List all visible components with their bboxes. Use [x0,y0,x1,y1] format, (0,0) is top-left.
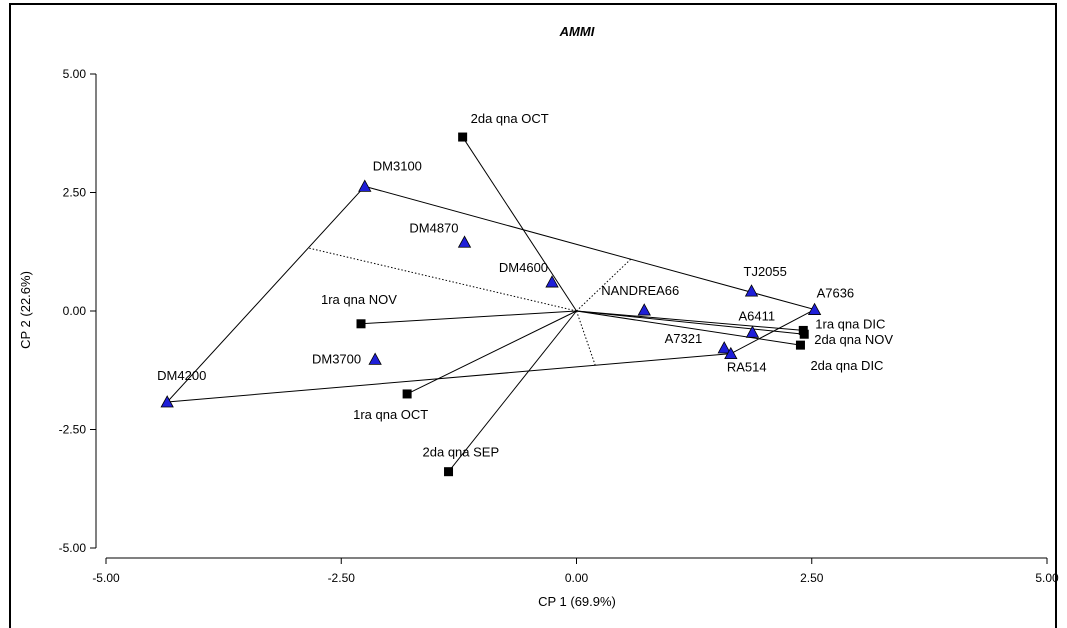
point-label: DM3100 [373,158,422,173]
environment-vector [462,136,577,312]
genotype-triangle-marker [160,395,174,408]
point-label: 2da qna SEP [423,445,500,460]
environment-vector [576,310,804,331]
point-label: A7636 [817,286,855,301]
genotype-triangle-marker [717,341,731,354]
point-label: RA514 [727,360,767,375]
environment-vector [448,310,577,472]
environment-square-marker [795,340,805,350]
environment-vector [406,310,577,395]
chart-title: AMMI [559,24,595,39]
plot-area: -5.00 -2.50 0.00 2.50 5.00 5.00 2.50 0.00 -2.50 -… [59,67,1059,585]
point-label: NANDREA66 [601,283,679,298]
y-tick-label: -5.00 [59,541,87,555]
genotype-triangle-marker [745,325,760,338]
x-tick-label: 0.00 [565,571,589,585]
point-label: 2da qna NOV [814,332,893,347]
x-tick-label: -5.00 [92,571,120,585]
point-label: 1ra qna DIC [815,316,885,331]
genotype-triangle-marker [358,179,372,192]
y-tick-label: 2.50 [63,186,87,200]
environment-vector [360,310,577,325]
point-label: DM4870 [409,220,458,235]
x-axis-title: CP 1 (69.9%) [538,594,616,609]
genotype-triangle-marker [368,352,382,365]
sector-line [308,247,577,312]
environment-square-marker [356,319,366,329]
genotype-triangle-marker [744,284,759,297]
x-tick-label: 2.50 [800,571,824,585]
genotype-triangle-marker [545,275,559,288]
point-label: 1ra qna OCT [353,407,428,422]
y-tick-label: 5.00 [63,67,87,81]
environment-square-marker [444,467,454,477]
point-label: 1ra qna NOV [321,292,397,307]
point-label: 2da qna OCT [471,111,549,126]
point-label: DM4200 [157,368,206,383]
point-label: DM3700 [312,351,361,366]
x-tick-label: -2.50 [328,571,356,585]
point-label: DM4600 [499,260,548,275]
environment-square-marker [402,389,412,399]
point-label: TJ2055 [744,264,787,279]
polygon-hull [165,185,816,403]
y-axis-title: CP 2 (22.6%) [18,271,33,349]
y-tick-label: -2.50 [59,423,87,437]
point-label: A7321 [665,331,703,346]
environment-vector [576,310,805,335]
genotype-triangle-marker [724,346,738,360]
genotype-triangle-marker [637,303,651,316]
sector-line [576,310,596,366]
point-label: A6411 [738,308,775,323]
point-label: 2da qna DIC [810,358,883,373]
environment-square-marker [799,329,809,339]
environment-square-marker [458,132,468,142]
chart-frame [9,3,1057,628]
x-tick-label: 5.00 [1035,571,1059,585]
y-tick-label: 0.00 [63,304,87,318]
genotype-triangle-marker [457,235,472,248]
genotype-triangle-marker [807,302,822,315]
environment-vector [576,310,801,346]
